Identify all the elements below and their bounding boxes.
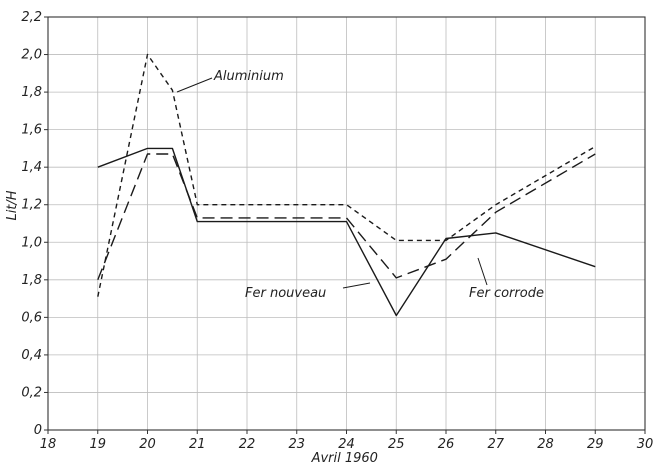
y-tick-label: 2,2 [21, 10, 42, 25]
y-tick-label: 0 [34, 423, 42, 438]
y-tick-label: 1,8 [21, 85, 42, 100]
series-group [97, 53, 596, 317]
x-tick-label: 22 [239, 437, 256, 452]
grid [47, 16, 646, 431]
annotation-label-fer-nouveau: Fer nouveau [245, 286, 326, 301]
annotation-label-fer-corrode: Fer corrode [469, 286, 544, 301]
annotation-leader-fer-corrode [477, 257, 488, 286]
y-tick-label: 1,0 [21, 235, 42, 250]
y-axis-title: Lit/H [5, 190, 20, 220]
annotations: Aluminium Fer nouveau Fer corrode [176, 69, 544, 301]
x-tick-label: 28 [537, 437, 554, 452]
y-tick-label: 1,8 [21, 273, 42, 288]
y-axis-ticks: 0 0,2 0,4 0,6 1,8 1,0 1,2 1,4 1,6 1,8 2,0 2,2 [21, 10, 48, 438]
x-tick-label: 30 [637, 437, 654, 452]
annotation-leader-fer-nouveau [342, 282, 371, 289]
y-tick-label: 1,6 [21, 123, 42, 138]
x-axis-ticks: 18 19 20 21 22 23 24 25 26 27 28 29 30 [40, 430, 654, 452]
series-line-aluminium [97, 53, 596, 297]
y-tick-label: 1,4 [21, 160, 42, 175]
x-tick-label: 19 [89, 437, 106, 452]
x-tick-label: 23 [288, 437, 305, 452]
y-tick-label: 0,2 [21, 385, 42, 400]
y-tick-label: 0,4 [21, 348, 42, 363]
y-tick-label: 2,0 [21, 48, 42, 63]
annotation-leader-aluminium [176, 77, 213, 93]
x-tick-label: 20 [139, 437, 156, 452]
x-tick-label: 24 [338, 437, 355, 452]
x-tick-label: 27 [487, 437, 504, 452]
annotation-label-aluminium: Aluminium [213, 69, 284, 84]
x-tick-label: 21 [189, 437, 206, 452]
x-axis-title: Avril 1960 [311, 451, 378, 466]
x-tick-label: 29 [587, 437, 604, 452]
y-tick-label: 0,6 [21, 310, 42, 325]
y-tick-label: 1,2 [21, 198, 42, 213]
series-line-fer-nouveau [97, 147, 596, 317]
x-tick-label: 26 [438, 437, 455, 452]
x-tick-label: 18 [40, 437, 57, 452]
x-tick-label: 25 [388, 437, 405, 452]
